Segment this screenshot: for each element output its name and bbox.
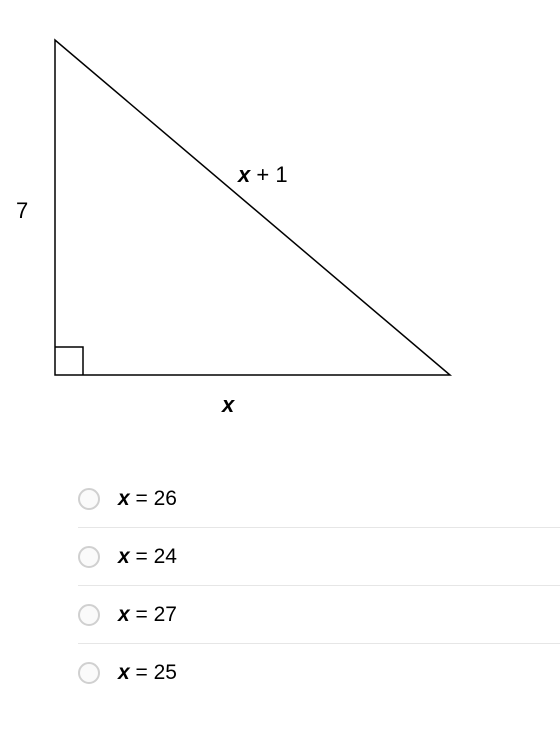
left-leg-value: 7 bbox=[16, 198, 28, 223]
option-var: x bbox=[118, 545, 130, 568]
option-text: x = 26 bbox=[118, 487, 177, 511]
radio-icon[interactable] bbox=[78, 662, 100, 684]
option-text: x = 27 bbox=[118, 603, 177, 627]
option-eq: = 27 bbox=[130, 603, 177, 626]
right-angle-marker bbox=[55, 347, 83, 375]
option-eq: = 26 bbox=[130, 487, 177, 510]
option-row[interactable]: x = 24 bbox=[78, 528, 560, 586]
option-text: x = 24 bbox=[118, 545, 177, 569]
bottom-var: x bbox=[222, 392, 234, 417]
option-row[interactable]: x = 25 bbox=[78, 644, 560, 702]
radio-icon[interactable] bbox=[78, 604, 100, 626]
option-row[interactable]: x = 27 bbox=[78, 586, 560, 644]
triangle-svg bbox=[0, 0, 560, 450]
label-left-leg: 7 bbox=[16, 198, 28, 224]
triangle-shape bbox=[55, 40, 450, 375]
triangle-diagram: 7 x + 1 x bbox=[0, 0, 560, 450]
option-var: x bbox=[118, 661, 130, 684]
label-bottom-leg: x bbox=[222, 392, 234, 418]
option-eq: = 25 bbox=[130, 661, 177, 684]
hyp-var: x bbox=[238, 162, 250, 187]
option-text: x = 25 bbox=[118, 661, 177, 685]
option-var: x bbox=[118, 487, 130, 510]
option-eq: = 24 bbox=[130, 545, 177, 568]
option-row[interactable]: x = 26 bbox=[78, 470, 560, 528]
answer-options: x = 26 x = 24 x = 27 x = 25 bbox=[78, 470, 560, 702]
label-hypotenuse: x + 1 bbox=[238, 162, 288, 188]
radio-icon[interactable] bbox=[78, 488, 100, 510]
hyp-suffix: + 1 bbox=[250, 162, 287, 187]
option-var: x bbox=[118, 603, 130, 626]
radio-icon[interactable] bbox=[78, 546, 100, 568]
